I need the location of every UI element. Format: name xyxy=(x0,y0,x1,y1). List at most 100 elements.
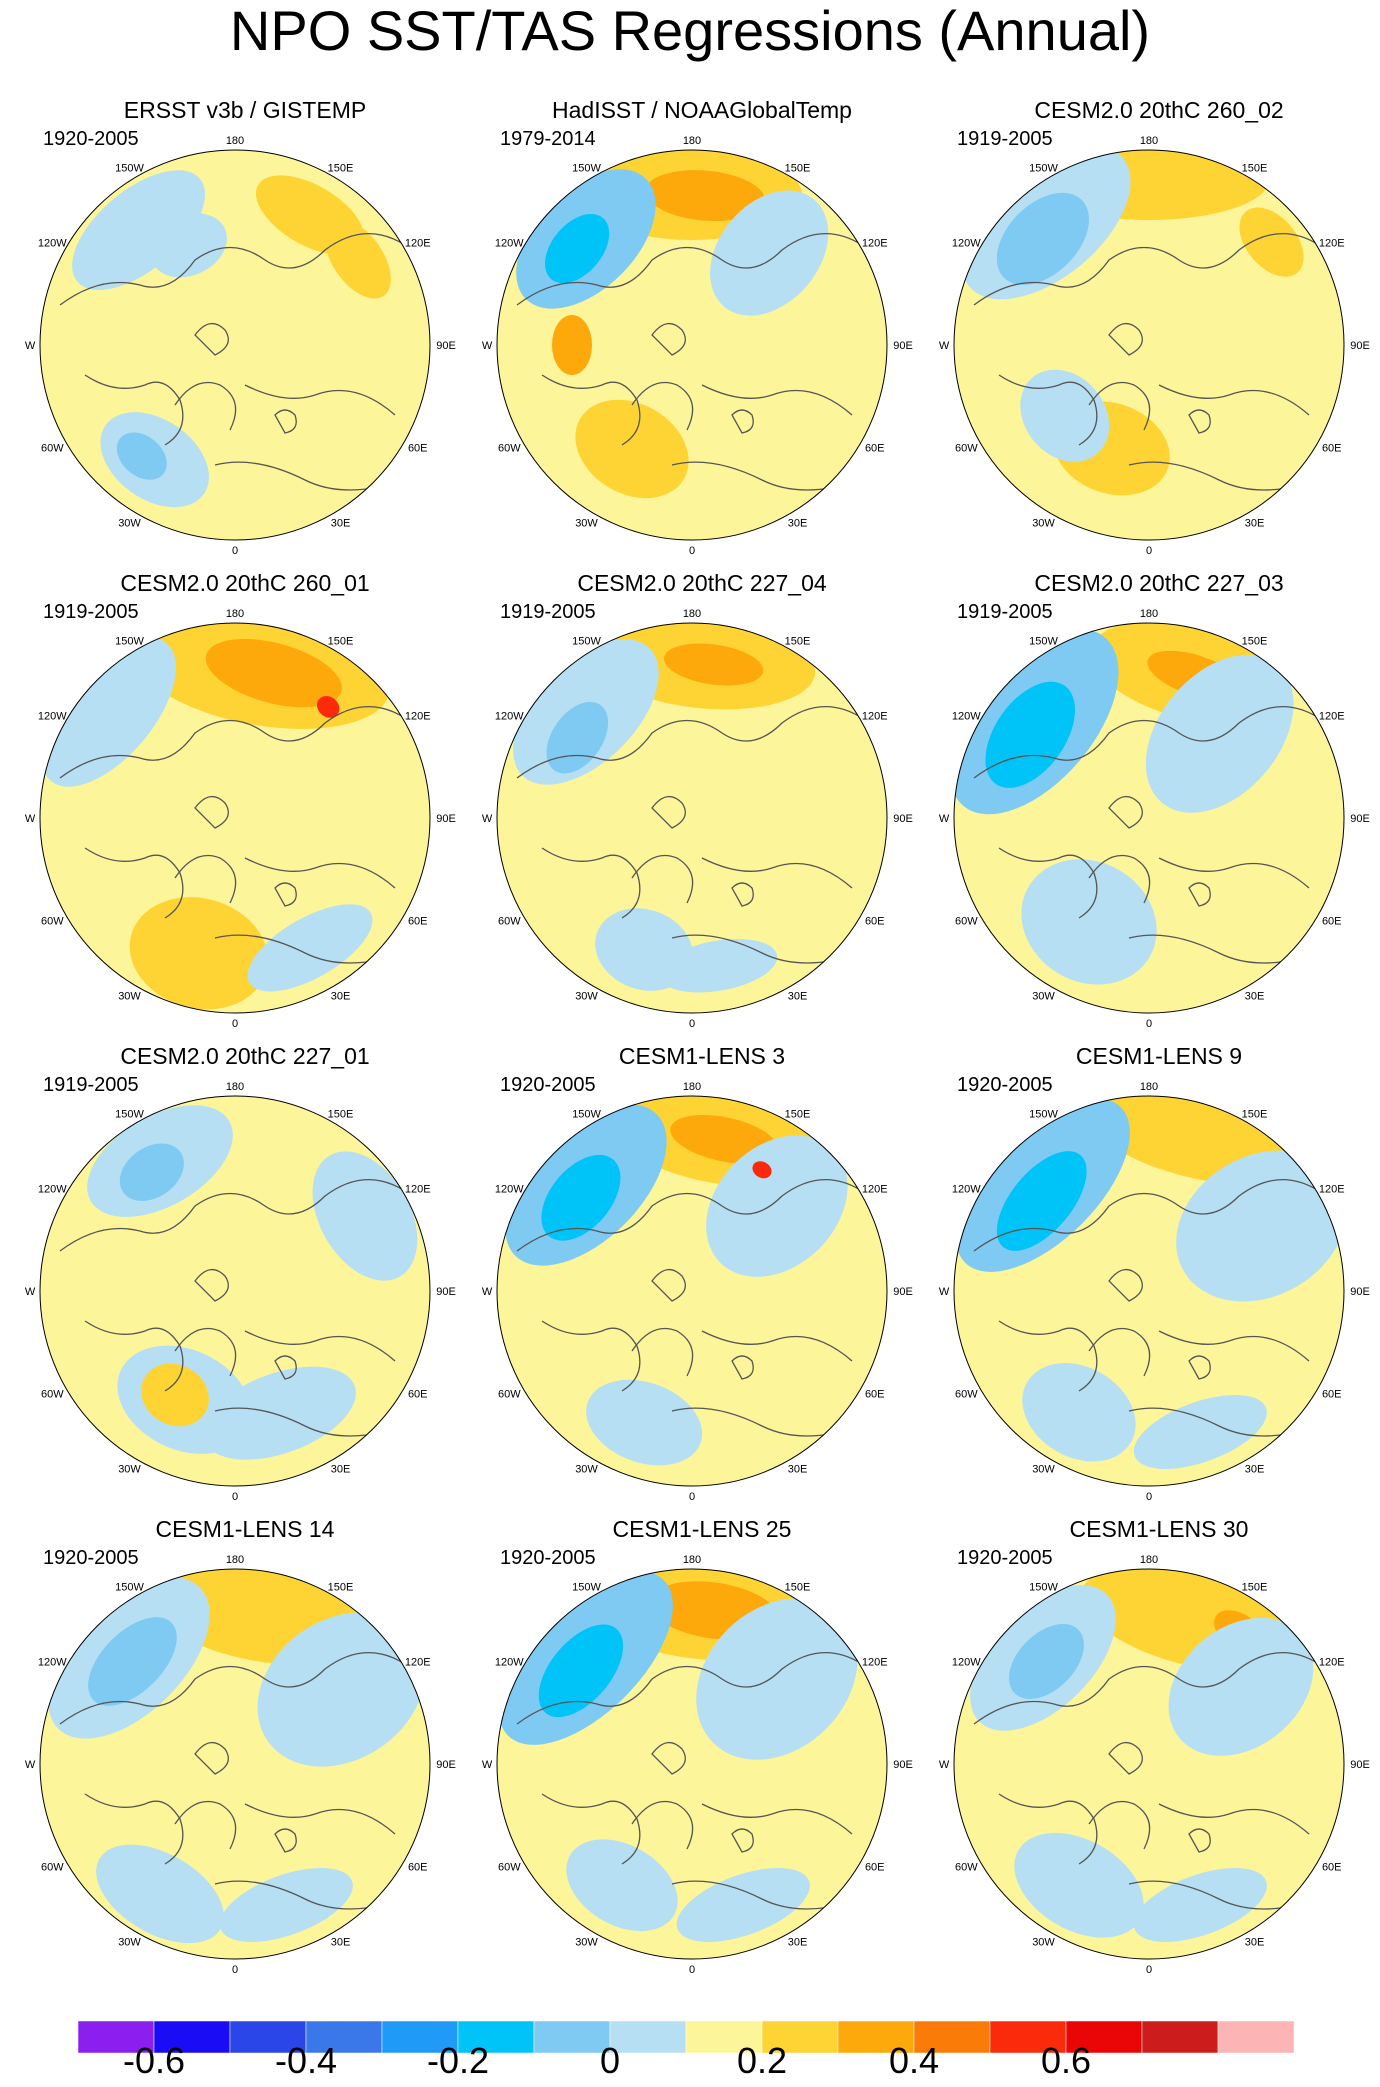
polar-stereographic-map: 180 150E 120E 90E 60E 30E 0 30W 60W 90W 120W 150W xyxy=(939,135,1370,557)
longitude-label: 120W xyxy=(495,711,524,723)
panel-period: 1919-2005 xyxy=(43,1074,139,1096)
anomaly-region xyxy=(985,681,1076,788)
longitude-label: 150W xyxy=(115,1581,144,1593)
longitude-label: 90W xyxy=(25,813,36,825)
longitude-label: 90E xyxy=(436,1286,456,1298)
anomaly-region xyxy=(1022,1363,1136,1462)
colorbar-swatch xyxy=(77,2020,155,2054)
longitude-label: 180 xyxy=(683,1554,701,1566)
anomaly-region xyxy=(219,1867,353,1942)
longitude-label: 90E xyxy=(893,1759,913,1771)
map-panel: CESM1-LENS 14 180 150E 120E 90E 60E 30E 0 30W 60W… xyxy=(25,1514,465,1984)
anomaly-region xyxy=(996,192,1090,286)
anomaly-region xyxy=(1008,1623,1084,1699)
anomaly-region xyxy=(696,1598,858,1760)
panel-title: CESM1-LENS 30 xyxy=(1069,1516,1249,1542)
longitude-label: 60E xyxy=(408,1389,428,1401)
map-background xyxy=(40,150,430,540)
longitude-label: 150W xyxy=(572,635,601,647)
panel-title: CESM1-LENS 25 xyxy=(612,1516,792,1542)
longitude-label: 90E xyxy=(1350,1759,1370,1771)
longitude-label: 60W xyxy=(498,1862,521,1874)
panel-period: 1979-2014 xyxy=(500,128,596,150)
map-panel: CESM1-LENS 30 180 150E 120E 90E 60E 30E 0 30W 60W… xyxy=(939,1514,1379,1984)
map-panel: CESM1-LENS 3 180 150E 120E 90E 60E 30E 0 30W 60W 9… xyxy=(482,1041,922,1511)
longitude-label: 60W xyxy=(955,443,978,455)
anomaly-region xyxy=(119,1143,184,1201)
longitude-label: 30W xyxy=(575,991,598,1003)
colorbar-tick-label: -0.2 xyxy=(426,2040,490,2081)
anomaly-region xyxy=(1014,1832,1144,1938)
anomaly-region xyxy=(663,643,764,686)
longitude-label: 30W xyxy=(118,518,141,530)
longitude-label: 0 xyxy=(232,1491,238,1503)
longitude-label: 30W xyxy=(118,1937,141,1949)
anomaly-region xyxy=(575,399,689,499)
longitude-label: 180 xyxy=(226,1081,244,1093)
coastline xyxy=(973,706,1320,964)
colorbar-tick-label: -0.4 xyxy=(274,2040,338,2081)
longitude-label: 60E xyxy=(1322,443,1342,455)
longitude-label: 150W xyxy=(1029,635,1058,647)
longitude-label: 90E xyxy=(1350,813,1370,825)
panel-period: 1919-2005 xyxy=(957,128,1053,150)
longitude-label: 90E xyxy=(436,1759,456,1771)
longitude-label: 90W xyxy=(939,340,950,352)
anomaly-region xyxy=(538,1624,624,1718)
longitude-label: 60E xyxy=(1322,1862,1342,1874)
anomaly-region xyxy=(710,190,829,316)
longitude-label: 150E xyxy=(1242,162,1268,174)
coastline xyxy=(516,1652,863,1910)
coastline xyxy=(973,1179,1320,1437)
polar-stereographic-map: 180 150E 120E 90E 60E 30E 0 30W 60W 90W 120W 150W xyxy=(482,135,913,557)
anomaly-region xyxy=(41,637,176,787)
longitude-label: 30E xyxy=(1245,1464,1265,1476)
longitude-label: 0 xyxy=(232,1964,238,1976)
map-panel: CESM1-LENS 25 180 150E 120E 90E 60E 30E 0 30W 60W… xyxy=(482,1514,922,1984)
longitude-label: 60W xyxy=(41,1862,64,1874)
anomaly-region xyxy=(706,1135,848,1277)
longitude-label: 150W xyxy=(115,162,144,174)
panel-title: CESM2.0 20thC 260_02 xyxy=(1034,97,1284,123)
panel-title: CESM1-LENS 3 xyxy=(618,1043,786,1069)
longitude-label: 120W xyxy=(38,711,67,723)
longitude-label: 120E xyxy=(1319,238,1345,250)
panel-period: 1919-2005 xyxy=(957,601,1053,623)
longitude-label: 90E xyxy=(1350,1286,1370,1298)
map-boundary xyxy=(953,1568,1345,1960)
colorbar-swatch xyxy=(685,2020,763,2054)
longitude-label: 120E xyxy=(1319,1657,1345,1669)
panel-period: 1920-2005 xyxy=(957,1074,1053,1096)
longitude-label: 90W xyxy=(25,340,36,352)
longitude-label: 60W xyxy=(955,1389,978,1401)
anomaly-region xyxy=(586,1379,703,1466)
map-boundary xyxy=(496,149,888,541)
map-panel: CESM1-LENS 9 180 150E 120E 90E 60E 30E 0 30W 60W 9… xyxy=(939,1041,1379,1511)
longitude-label: 120E xyxy=(1319,1184,1345,1196)
coastline xyxy=(59,1652,406,1910)
panel-title: CESM1-LENS 9 xyxy=(1075,1043,1243,1069)
longitude-label: 150E xyxy=(328,635,354,647)
longitude-label: 120W xyxy=(38,1657,67,1669)
anomaly-region xyxy=(1021,859,1157,985)
longitude-label: 120W xyxy=(495,1657,524,1669)
longitude-label: 90W xyxy=(482,813,493,825)
panel-title: CESM1-LENS 14 xyxy=(155,1516,335,1542)
longitude-label: 150W xyxy=(115,635,144,647)
longitude-label: 150E xyxy=(785,1108,811,1120)
longitude-label: 120W xyxy=(495,1184,524,1196)
longitude-label: 90W xyxy=(939,1759,950,1771)
longitude-label: 60W xyxy=(498,1389,521,1401)
longitude-label: 60W xyxy=(41,1389,64,1401)
polar-stereographic-map: 180 150E 120E 90E 60E 30E 0 30W 60W 90W 120W 150W xyxy=(482,1554,913,1976)
longitude-label: 60E xyxy=(865,916,885,928)
longitude-label: 60E xyxy=(865,443,885,455)
map-boundary xyxy=(496,1568,888,1960)
anomaly-region xyxy=(203,1366,356,1460)
longitude-label: 180 xyxy=(1140,135,1158,147)
colorbar-swatch xyxy=(1217,2020,1295,2054)
longitude-label: 120E xyxy=(405,711,431,723)
anomaly-region xyxy=(1145,654,1294,813)
map-boundary xyxy=(39,149,431,541)
anomaly-region xyxy=(257,1612,426,1767)
